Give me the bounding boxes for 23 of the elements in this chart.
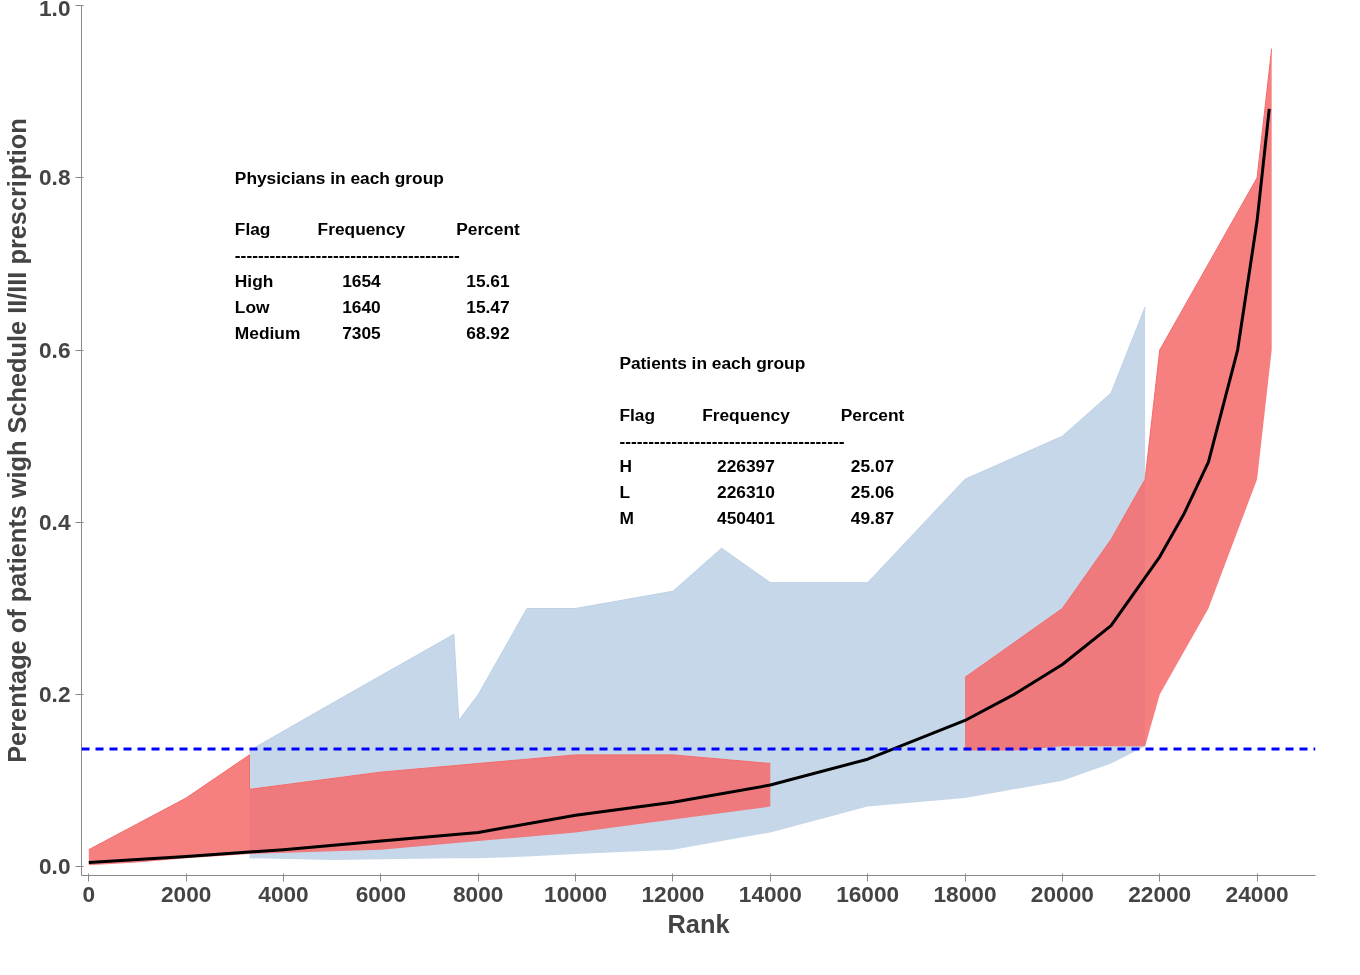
y-axis-title: Perentage of patients wigh Schedule II/III prescription	[3, 118, 31, 763]
x-tick-label: 4000	[258, 880, 309, 907]
x-tick-label: 0	[82, 880, 96, 907]
x-tick-label: 14000	[738, 880, 802, 907]
x-tick-label: 8000	[453, 880, 504, 907]
x-tick-label: 22000	[1128, 880, 1192, 907]
x-tick-label: 12000	[641, 880, 705, 907]
y-tick-label: 0.8	[39, 164, 71, 191]
text: Physicians in each group Flag Frequency Percent --------------------------------------- High 1654 15.61 Low 1640 15.47 Medium 7305 68.92	[234, 167, 520, 343]
text: Patients in each group Flag Frequency Percent --------------------------------------- H 226397 25.07 L 226310 25.06 M 450401 49.87	[619, 352, 905, 529]
y-tick-label: 0.0	[39, 853, 71, 880]
x-tick-label: 2000	[160, 880, 212, 907]
x-tick-label: 24000	[1225, 880, 1289, 907]
x-tick-label: 6000	[355, 880, 407, 907]
x-tick-label: 20000	[1030, 880, 1094, 907]
x-tick-label: 18000	[933, 880, 997, 907]
y-tick-label: 1.0	[39, 0, 71, 21]
y-tick-label: 0.2	[39, 681, 71, 708]
x-axis-title: Rank	[667, 909, 731, 938]
x-tick-label: 16000	[836, 880, 900, 907]
y-tick-label: 0.4	[39, 508, 71, 535]
x-tick-label: 10000	[544, 880, 608, 907]
y-tick-label: 0.6	[39, 336, 71, 363]
